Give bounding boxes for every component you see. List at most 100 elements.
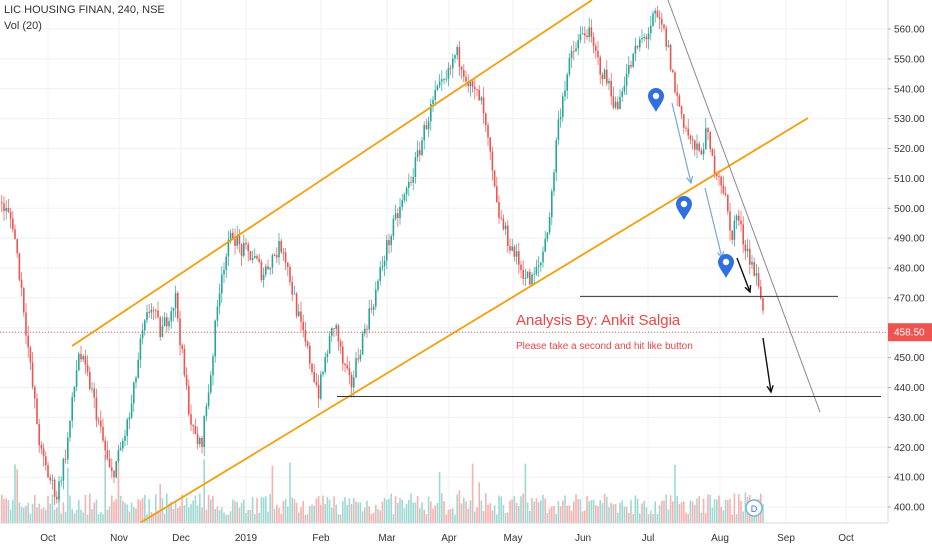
volume-bar: [504, 513, 507, 523]
candle-body: [678, 95, 681, 107]
volume-bar: [597, 506, 599, 523]
volume-bar: [304, 514, 307, 523]
volume-bar: [610, 502, 612, 523]
candle-body: [744, 244, 747, 252]
volume-bar: [64, 511, 67, 523]
volume-bar: [654, 501, 656, 523]
candle-body: [722, 185, 725, 194]
volume-bar: [614, 504, 617, 523]
volume-bar: [141, 497, 144, 523]
volume-bar: [718, 495, 720, 523]
candle-body: [366, 328, 368, 330]
volume-bar: [278, 507, 280, 523]
volume-bar: [177, 508, 179, 523]
volume-bar: [150, 512, 153, 523]
candle-body: [36, 398, 38, 425]
volume-bar: [621, 500, 623, 523]
volume-bar: [603, 493, 606, 523]
candle-body: [306, 341, 309, 346]
candle-body: [465, 76, 467, 82]
candle-body: [300, 311, 302, 322]
candle-body: [317, 384, 320, 399]
candle-body: [148, 312, 150, 314]
volume-bar: [652, 514, 654, 523]
candle-body: [344, 363, 346, 366]
candle-body: [289, 266, 291, 283]
volume-bar: [678, 503, 681, 523]
candle-body: [124, 435, 126, 441]
candle-body: [163, 317, 166, 327]
volume-bar: [498, 495, 500, 523]
candle-body: [447, 67, 450, 79]
volume-bar: [309, 506, 311, 523]
volume-bar: [194, 495, 197, 523]
volume-bar: [289, 462, 291, 523]
candle-body: [47, 465, 49, 478]
candle-body: [680, 106, 683, 115]
candle-body: [520, 264, 522, 271]
candle-body: [86, 364, 89, 372]
volume-bar: [324, 504, 326, 523]
candle-body: [619, 96, 621, 110]
candle-body: [658, 17, 661, 19]
time-tick-label: Oct: [838, 533, 854, 544]
candle-body: [49, 477, 51, 481]
volume-bar: [731, 514, 733, 523]
volume-bar: [357, 502, 359, 523]
volume-bar: [168, 503, 170, 523]
candle-body: [432, 99, 434, 105]
last-price-badge: [888, 323, 932, 342]
volume-bar: [537, 502, 540, 523]
candle-body: [51, 479, 54, 481]
candle-body: [683, 114, 685, 128]
volume-bar: [188, 507, 190, 523]
candle-body: [229, 232, 232, 240]
volume-bar: [221, 507, 223, 523]
candle-body: [183, 348, 186, 376]
candle-body: [568, 57, 571, 75]
volume-bar: [564, 495, 566, 523]
candle-body: [9, 211, 12, 219]
candle-body: [614, 101, 617, 108]
volume-bar: [742, 511, 744, 523]
volume-bar: [267, 511, 269, 523]
candle-body: [16, 239, 18, 254]
candle-body: [533, 273, 535, 275]
volume-bar: [67, 467, 69, 523]
volume-bar: [755, 513, 758, 523]
volume-bar: [155, 494, 157, 523]
volume-bar: [366, 500, 368, 523]
volume-bar: [9, 509, 12, 523]
volume-bar: [623, 506, 626, 523]
candle-body: [243, 242, 245, 256]
volume-bar: [243, 499, 245, 523]
volume-bar: [344, 497, 346, 523]
candle-body: [177, 293, 179, 319]
candle-body: [181, 345, 183, 349]
volume-bar: [337, 514, 340, 523]
candle-body: [392, 218, 395, 237]
candle-body: [38, 424, 40, 446]
volume-bar: [700, 512, 703, 523]
arrow-head: [766, 385, 774, 394]
candle-body: [383, 260, 386, 267]
volume-bar: [586, 496, 588, 523]
candle-body: [249, 251, 252, 260]
volume-bar: [124, 502, 126, 523]
candle-body: [729, 211, 731, 231]
volume-bar: [533, 501, 535, 523]
candle-body: [548, 217, 551, 233]
candle-body: [276, 255, 278, 258]
candle-body: [207, 392, 210, 407]
volume-bar: [218, 509, 221, 523]
volume-bar: [269, 493, 271, 523]
volume-bar: [159, 483, 161, 523]
volume-bar: [282, 501, 285, 523]
candle-body: [368, 308, 370, 330]
candle-body: [185, 375, 188, 386]
volume-bar: [386, 499, 388, 523]
candle-body: [408, 181, 410, 188]
arrow-head: [744, 284, 752, 294]
volume-bar: [97, 514, 100, 523]
